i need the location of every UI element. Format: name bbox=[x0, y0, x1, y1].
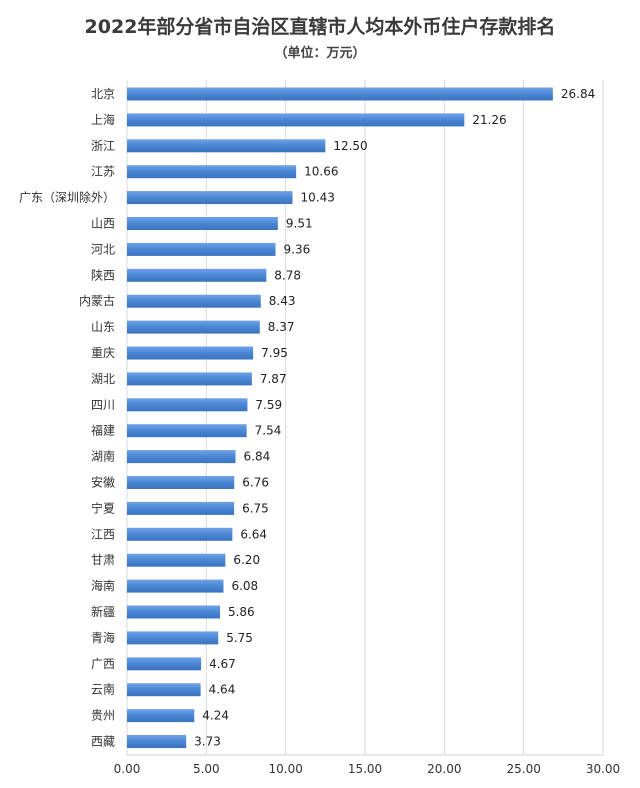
value-label: 7.54 bbox=[255, 424, 282, 438]
bar bbox=[127, 424, 247, 438]
category-label: 新疆 bbox=[91, 604, 115, 619]
category-label: 湖南 bbox=[91, 449, 115, 464]
category-label: 贵州 bbox=[91, 709, 115, 723]
value-label: 12.50 bbox=[333, 139, 367, 153]
value-label: 7.59 bbox=[255, 398, 282, 412]
category-label: 内蒙古 bbox=[79, 293, 115, 308]
x-tick-label: 15.00 bbox=[348, 762, 382, 776]
bar bbox=[127, 735, 187, 748]
value-label: 9.36 bbox=[284, 242, 311, 256]
category-label: 宁夏 bbox=[91, 500, 115, 515]
value-label: 7.95 bbox=[261, 346, 288, 360]
x-tick-label: 25.00 bbox=[506, 762, 540, 776]
bar bbox=[127, 709, 195, 723]
category-label: 青海 bbox=[91, 630, 115, 645]
value-label: 4.24 bbox=[202, 709, 229, 723]
value-label: 9.51 bbox=[286, 217, 313, 231]
bar bbox=[127, 450, 236, 464]
x-tick-label: 30.00 bbox=[586, 762, 620, 776]
value-label: 4.67 bbox=[209, 657, 236, 671]
bar bbox=[127, 527, 233, 541]
bar bbox=[127, 139, 326, 153]
value-label: 8.78 bbox=[274, 268, 301, 282]
x-tick-label: 0.00 bbox=[114, 762, 141, 776]
category-label: 福建 bbox=[91, 423, 115, 438]
value-label: 8.37 bbox=[268, 320, 295, 334]
bar bbox=[127, 294, 261, 308]
value-label: 26.84 bbox=[561, 87, 595, 101]
bar bbox=[127, 191, 293, 205]
category-label: 山东 bbox=[91, 320, 115, 334]
value-label: 4.64 bbox=[209, 683, 236, 697]
bar bbox=[127, 501, 235, 515]
bar bbox=[127, 683, 201, 697]
bar bbox=[127, 113, 465, 127]
bar bbox=[127, 217, 278, 230]
category-label: 云南 bbox=[91, 682, 115, 697]
bar bbox=[127, 268, 267, 282]
bar bbox=[127, 605, 220, 619]
category-label: 江苏 bbox=[91, 165, 115, 179]
bar bbox=[127, 398, 248, 412]
category-label: 河北 bbox=[91, 242, 115, 256]
category-label: 广东（深圳除外） bbox=[19, 190, 115, 205]
bar bbox=[127, 476, 235, 489]
value-label: 6.76 bbox=[242, 476, 269, 490]
bar bbox=[127, 165, 297, 179]
value-label: 5.86 bbox=[228, 605, 255, 619]
category-label: 上海 bbox=[91, 112, 115, 127]
bar bbox=[127, 657, 202, 671]
chart-title: 2022年部分省市自治区直辖市人均本外币住户存款排名 bbox=[84, 16, 556, 38]
bar bbox=[127, 346, 254, 360]
category-label: 江西 bbox=[91, 527, 115, 541]
chart-subtitle: （单位：万元） bbox=[274, 46, 366, 61]
value-label: 6.08 bbox=[231, 579, 258, 593]
category-label: 安徽 bbox=[91, 475, 115, 490]
category-label: 陕西 bbox=[91, 267, 115, 282]
value-label: 6.75 bbox=[242, 501, 269, 515]
category-label: 北京 bbox=[91, 87, 115, 101]
value-label: 8.43 bbox=[269, 294, 296, 308]
value-label: 7.87 bbox=[260, 372, 287, 386]
category-label: 四川 bbox=[91, 398, 115, 412]
value-label: 3.73 bbox=[194, 735, 221, 749]
value-label: 6.20 bbox=[233, 553, 260, 567]
bar bbox=[127, 242, 276, 256]
bar bbox=[127, 87, 553, 101]
bar bbox=[127, 320, 260, 334]
category-label: 浙江 bbox=[91, 139, 115, 153]
value-label: 5.75 bbox=[226, 631, 253, 645]
bar bbox=[127, 579, 224, 593]
category-label: 山西 bbox=[91, 217, 115, 231]
category-label: 海南 bbox=[91, 578, 115, 593]
category-label: 西藏 bbox=[91, 735, 115, 749]
category-label: 湖北 bbox=[91, 371, 115, 386]
bar bbox=[127, 631, 219, 645]
category-label: 广西 bbox=[91, 657, 115, 671]
value-label: 6.64 bbox=[240, 527, 267, 541]
value-label: 10.43 bbox=[300, 191, 334, 205]
value-label: 21.26 bbox=[472, 113, 506, 127]
x-tick-label: 10.00 bbox=[268, 762, 302, 776]
x-tick-label: 20.00 bbox=[427, 762, 461, 776]
x-tick-label: 5.00 bbox=[193, 762, 220, 776]
bar bbox=[127, 553, 226, 567]
category-label: 重庆 bbox=[91, 346, 115, 360]
value-label: 10.66 bbox=[304, 165, 338, 179]
category-label: 甘肃 bbox=[91, 553, 115, 567]
bar bbox=[127, 372, 252, 386]
value-label: 6.84 bbox=[244, 450, 271, 464]
